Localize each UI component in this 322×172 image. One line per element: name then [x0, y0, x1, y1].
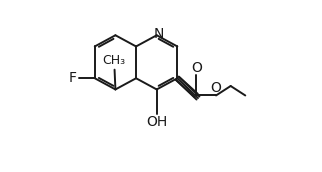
Text: F: F [69, 71, 77, 85]
Text: O: O [191, 61, 202, 75]
Text: OH: OH [146, 115, 167, 129]
Text: O: O [211, 81, 222, 95]
Text: CH₃: CH₃ [102, 54, 125, 67]
Text: N: N [154, 26, 165, 41]
